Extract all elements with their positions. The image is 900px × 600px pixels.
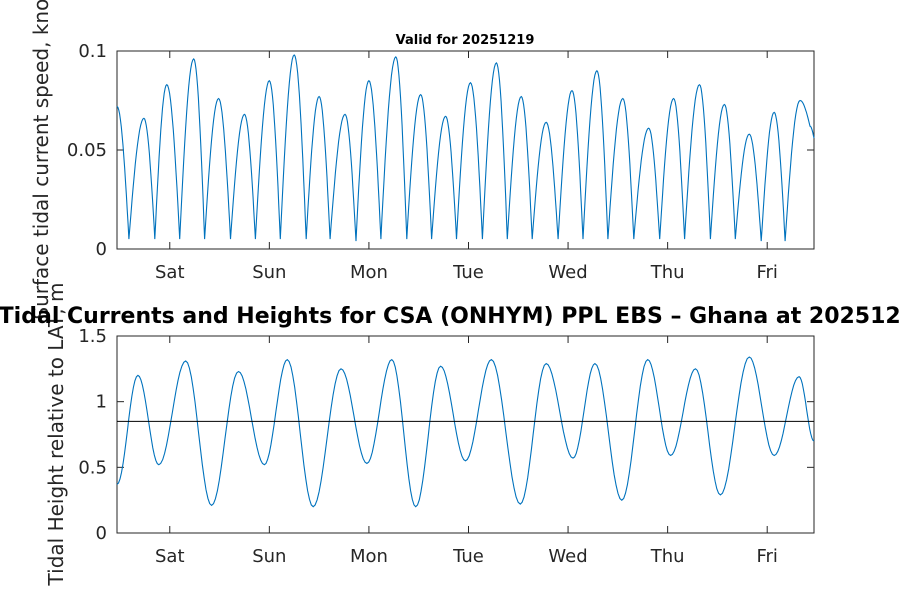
tidal-height-chart: 0 0.5 1 1.5 Sat Sun Mon Tue Wed Thu Fri Tidal Heig… — [44, 283, 815, 587]
x-tick-label: Fri — [756, 546, 777, 567]
x-tick-label: Sat — [155, 546, 185, 567]
x-tick-label: Sat — [155, 262, 185, 283]
y-tick-label: 0.5 — [78, 457, 107, 478]
current-speed-title: Valid for 20251219 — [396, 33, 535, 48]
x-tick-label: Tue — [452, 546, 484, 567]
y-tick-label: 0 — [96, 239, 107, 260]
current-speed-ticks: 0 0.05 0.1 Sat Sun Mon Tue Wed Thu Fri — [67, 41, 814, 283]
current-speed-plot-area — [116, 50, 815, 250]
y-tick-label: 1.5 — [78, 326, 107, 347]
current-speed-ylabel: Surface tidal current speed, knots — [29, 0, 53, 320]
x-tick-label: Thu — [650, 262, 685, 283]
x-tick-label: Thu — [650, 546, 685, 567]
x-tick-label: Tue — [452, 262, 484, 283]
tidal-height-ylabel: Tidal Height relative to LAT, m — [44, 283, 68, 587]
series-line-tidal-height — [116, 356, 815, 508]
x-tick-label: Sun — [252, 262, 286, 283]
y-tick-label: 0 — [96, 523, 107, 544]
series-line-surface-tidal-current-speed — [116, 54, 815, 242]
x-tick-label: Fri — [756, 262, 777, 283]
y-tick-label: 1 — [96, 392, 107, 413]
tidal-height-ticks: 0 0.5 1 1.5 Sat Sun Mon Tue Wed Thu Fri — [78, 326, 814, 567]
tidal-height-series — [116, 356, 815, 508]
x-tick-label: Wed — [548, 262, 587, 283]
current-speed-series — [116, 54, 815, 242]
x-tick-label: Wed — [548, 546, 587, 567]
current-speed-chart: 0 0.05 0.1 Sat Sun Mon Tue Wed Thu Fri Valid for … — [29, 0, 815, 320]
x-tick-label: Mon — [350, 262, 388, 283]
tidal-height-title: Tidal Currents and Heights for CSA (ONHY… — [0, 304, 900, 329]
y-tick-label: 0.05 — [67, 140, 107, 161]
y-tick-label: 0.1 — [78, 41, 107, 62]
x-tick-label: Sun — [252, 546, 286, 567]
tidal-height-plot-area — [116, 335, 815, 534]
x-tick-label: Mon — [350, 546, 388, 567]
